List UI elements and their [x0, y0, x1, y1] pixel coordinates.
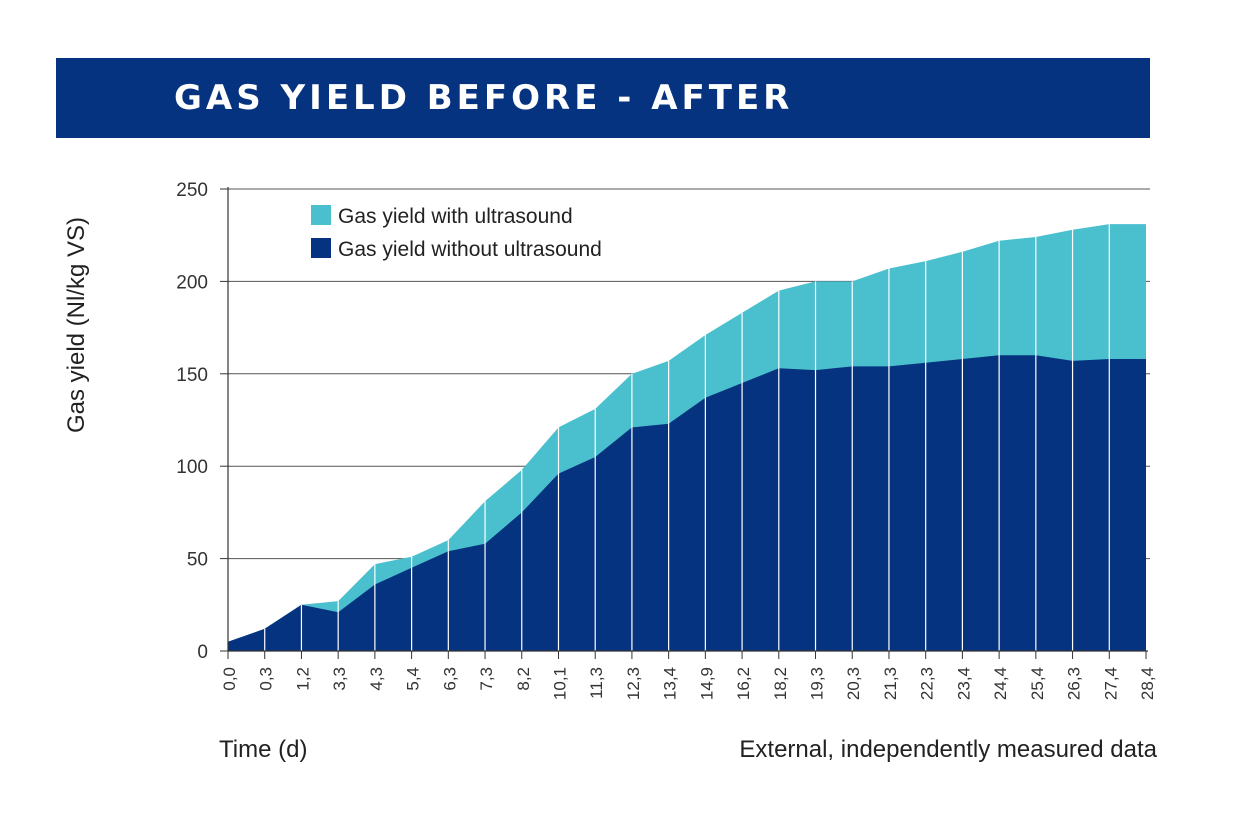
y-tick-label: 150 — [176, 365, 208, 386]
x-tick-label: 12,3 — [624, 667, 643, 700]
legend-label-without-ultrasound: Gas yield without ultrasound — [338, 238, 602, 261]
x-tick-label: 16,2 — [734, 667, 753, 700]
x-tick-label: 0,0 — [220, 667, 239, 691]
x-tick-label: 22,3 — [918, 667, 937, 700]
x-tick-label: 13,4 — [661, 667, 680, 700]
x-tick-label: 21,3 — [881, 667, 900, 700]
area-without-ultrasound — [228, 355, 1146, 651]
legend-swatch-without-ultrasound — [311, 238, 331, 258]
legend-swatch-with-ultrasound — [311, 205, 331, 225]
x-tick-label: 26,3 — [1065, 667, 1084, 700]
x-tick-label: 20,3 — [844, 667, 863, 700]
x-tick-label: 25,4 — [1028, 667, 1047, 700]
x-tick-label: 10,1 — [550, 667, 569, 700]
x-tick-label: 1,2 — [293, 667, 312, 691]
x-tick-label: 11,3 — [587, 667, 606, 699]
x-tick-label: 5,4 — [404, 667, 423, 691]
y-tick-label: 0 — [197, 642, 208, 663]
title-banner: GAS YIELD BEFORE - AFTER — [56, 58, 1150, 138]
x-tick-label: 8,2 — [514, 667, 533, 691]
x-tick-label: 19,3 — [808, 667, 827, 700]
x-tick-label: 14,9 — [697, 667, 716, 700]
legend-label-with-ultrasound: Gas yield with ultrasound — [338, 205, 573, 228]
x-tick-label: 4,3 — [367, 667, 386, 691]
x-tick-label: 0,3 — [257, 667, 276, 691]
x-tick-label: 7,3 — [477, 667, 496, 691]
x-tick-label: 24,4 — [991, 667, 1010, 700]
x-axis-title: Time (d) — [219, 736, 307, 763]
x-tick-label: 18,2 — [771, 667, 790, 700]
x-tick-label: 23,4 — [954, 667, 973, 700]
y-tick-label: 100 — [176, 457, 208, 478]
chart-title: GAS YIELD BEFORE - AFTER — [174, 78, 794, 118]
y-tick-label: 200 — [176, 272, 208, 293]
x-tick-label: 27,4 — [1101, 667, 1120, 700]
y-tick-label: 250 — [176, 180, 208, 201]
x-tick-label: 6,3 — [440, 667, 459, 691]
x-tick-label: 3,3 — [330, 667, 349, 691]
y-axis-title: Gas yield (Nl/kg VS) — [63, 217, 90, 433]
data-source-note: External, independently measured data — [739, 736, 1157, 763]
y-tick-label: 50 — [187, 550, 208, 571]
x-tick-label: 28,4 — [1138, 667, 1157, 700]
